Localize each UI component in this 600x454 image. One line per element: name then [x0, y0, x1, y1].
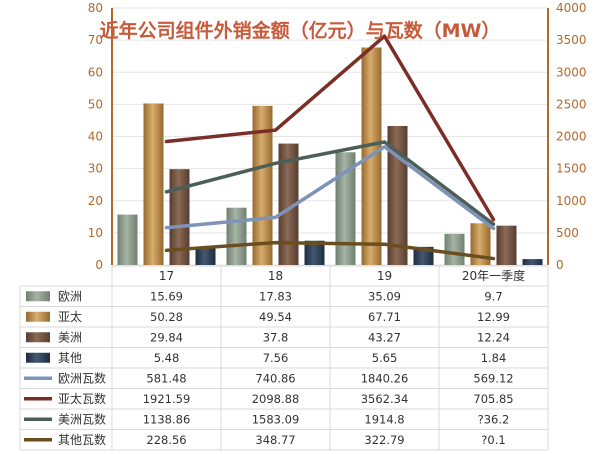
left-tick-label: 30 [88, 162, 103, 176]
table-cell: 3562.34 [361, 392, 409, 406]
left-tick-label: 60 [88, 65, 103, 79]
legend-label: 欧洲瓦数 [58, 370, 106, 385]
left-tick-label: 10 [88, 226, 103, 240]
x-tick-label: 20年一季度 [462, 268, 525, 283]
table-cell: 67.71 [368, 310, 401, 324]
left-axis: 0 10 20 30 40 50 60 70 80 [88, 1, 113, 272]
table-cell: 1921.59 [143, 392, 191, 406]
legend-label: 其他瓦数 [58, 432, 106, 447]
table-cell: 12.24 [477, 330, 510, 344]
bar [496, 225, 517, 265]
table-cell: 569.12 [473, 371, 513, 385]
x-tick-label: 19 [377, 269, 392, 283]
table-cell: 322.79 [364, 433, 404, 447]
table-cell: 1.84 [481, 351, 507, 365]
right-tick-label: 2000 [556, 130, 587, 144]
legend-swatch [26, 291, 50, 302]
bar [143, 103, 164, 266]
chart-title: 近年公司组件外销金额（亿元）与瓦数（MW） [100, 19, 501, 42]
bar [335, 152, 356, 265]
bar [444, 233, 465, 265]
left-tick-label: 50 [88, 97, 103, 111]
table-cell: 1840.26 [361, 371, 409, 385]
legend-label: 欧洲 [58, 289, 82, 303]
table-cell: 35.09 [368, 289, 401, 303]
right-tick-label: 2500 [556, 97, 587, 111]
series-line [164, 145, 496, 231]
legend-label: 美洲瓦数 [58, 411, 106, 426]
left-tick-label: 40 [88, 130, 103, 144]
table-cell: 5.65 [372, 351, 398, 365]
series-line [164, 240, 496, 261]
right-tick-label: 500 [556, 226, 579, 240]
legend-label: 美洲 [58, 330, 82, 344]
left-tick-label: 20 [88, 194, 103, 208]
table-cell: 705.85 [473, 392, 513, 406]
right-tick-label: 3500 [556, 33, 587, 47]
left-tick-label: 70 [88, 33, 103, 47]
series-line [164, 34, 496, 222]
right-tick-label: 1000 [556, 194, 587, 208]
x-tick-label: 17 [159, 269, 174, 283]
left-tick-label: 80 [88, 1, 103, 15]
table-cell: 348.77 [255, 433, 295, 447]
right-tick-label: 4000 [556, 1, 587, 15]
bar [169, 169, 190, 265]
table-cell: 43.27 [368, 330, 401, 344]
table-cell: 581.48 [146, 371, 186, 385]
table-cell: 5.48 [154, 351, 180, 365]
table-cell: 228.56 [146, 433, 186, 447]
x-tick-label: 18 [268, 269, 283, 283]
left-tick-label: 0 [95, 258, 103, 272]
table-cell: 37.8 [263, 330, 289, 344]
table-cell: 2098.88 [252, 392, 300, 406]
bar [252, 105, 273, 265]
table-cell: 740.86 [255, 371, 295, 385]
legend-label: 其他 [58, 351, 82, 365]
table-cell: 1138.86 [143, 412, 191, 426]
right-axis: 0 500 1000 1500 2000 2500 3000 3500 4000 [547, 1, 587, 272]
bar [195, 247, 216, 265]
right-tick-label: 3000 [556, 65, 587, 79]
table-cell: 49.54 [259, 310, 292, 324]
series-line [164, 140, 496, 226]
bar [522, 259, 543, 265]
table-cell: 9.7 [484, 289, 502, 303]
table-cell: ?36.2 [478, 412, 510, 426]
legend-swatch [26, 332, 50, 343]
bar [278, 143, 299, 265]
table-cell: 29.84 [150, 330, 183, 344]
table-cell: 17.83 [259, 289, 292, 303]
legend-label: 亚太瓦数 [58, 391, 106, 406]
legend-label: 亚太 [58, 309, 82, 324]
table-cell: 15.69 [150, 289, 183, 303]
table-cell: 1583.09 [252, 412, 300, 426]
table-cell: 50.28 [150, 310, 183, 324]
bar [304, 240, 325, 265]
bar [117, 214, 138, 265]
table-cell: ?0.1 [481, 433, 505, 447]
line-series [164, 34, 496, 261]
bar [226, 207, 247, 265]
right-tick-label: 0 [556, 258, 564, 272]
table-cell: 12.99 [477, 310, 510, 324]
bar-series [117, 47, 543, 266]
legend-swatch [26, 311, 50, 322]
legend-swatch [26, 352, 50, 363]
table-cell: 1914.8 [364, 412, 404, 426]
table-cell: 7.56 [263, 351, 289, 365]
right-tick-label: 1500 [556, 162, 587, 176]
